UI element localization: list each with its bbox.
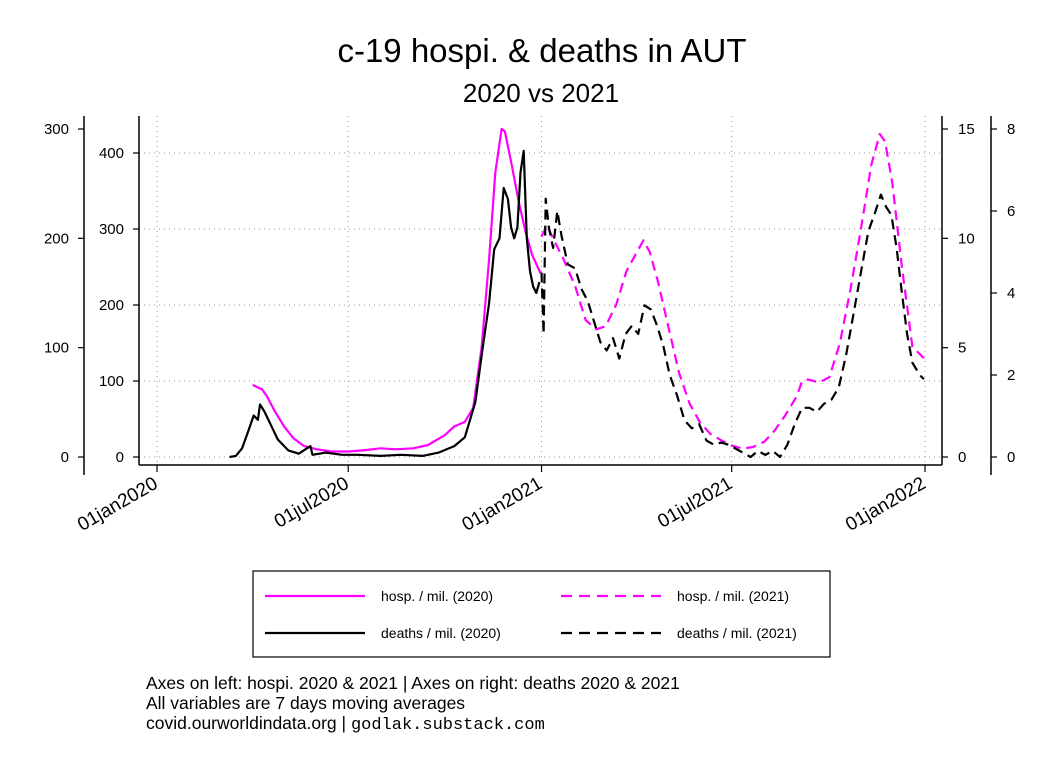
note-moving-average: All variables are 7 days moving averages [146,693,466,713]
legend-label-hosp-mil-2020: hosp. / mil. (2020) [381,588,493,604]
tick-label-right_outer-2: 4 [1007,285,1015,302]
note-source: covid.ourworldindata.org | godlak.substa… [146,713,545,736]
legend-box [252,570,831,658]
grid [139,116,942,465]
series-line-hosp-mil-2020 [252,127,542,453]
series-lines [229,127,925,459]
tick-label-right_outer-4: 8 [1007,121,1015,138]
tick-label-left_inner-2: 200 [99,297,124,314]
tick-label-left_inner-4: 400 [99,145,124,162]
tick-label-right_outer-0: 0 [1007,449,1015,466]
tick-label-right_inner-3: 15 [958,121,975,138]
tick-label-left_outer-1: 100 [44,340,69,357]
tick-label-left_outer-3: 300 [44,121,69,138]
tick-label-right_inner-2: 10 [958,230,975,247]
tick-label-x-1: 01jul2020 [271,473,353,532]
tick-label-left_inner-1: 100 [99,373,124,390]
tick-label-right_outer-3: 6 [1007,203,1015,220]
tick-label-left_inner-3: 300 [99,221,124,238]
tick-label-right_inner-0: 0 [958,449,966,466]
tick-label-left_outer-0: 0 [61,449,69,466]
legend: hosp. / mil. (2020) hosp. / mil. (2021) de… [252,570,831,658]
legend-label-deaths-mil-2021: deaths / mil. (2021) [677,625,797,641]
chart-subtitle: 2020 vs 2021 [463,78,619,108]
tick-label-x-2: 01jan2021 [459,473,546,536]
tick-label-x-3: 01jul2021 [654,473,736,532]
tick-label-left_inner-0: 0 [116,449,124,466]
tick-label-right_outer-1: 2 [1007,367,1015,384]
series-line-hosp-mil-2021 [540,132,925,450]
tick-label-x-0: 01jan2020 [74,473,161,536]
tick-label-x-4: 01jan2022 [842,473,929,536]
tick-label-left_outer-2: 200 [44,230,69,247]
tick-label-right_inner-1: 5 [958,340,966,357]
source-label: covid.ourworldindata.org | [146,713,347,733]
legend-label-deaths-mil-2020: deaths / mil. (2020) [381,625,501,641]
legend-label-hosp-mil-2021: hosp. / mil. (2021) [677,588,789,604]
note-axes: Axes on left: hospi. 2020 & 2021 | Axes … [146,673,680,693]
series-line-deaths-mil-2021 [540,193,925,459]
chart-title: c-19 hospi. & deaths in AUT [337,32,746,69]
series-line-deaths-mil-2020 [229,149,541,459]
source-site: godlak.substack.com [350,716,545,735]
